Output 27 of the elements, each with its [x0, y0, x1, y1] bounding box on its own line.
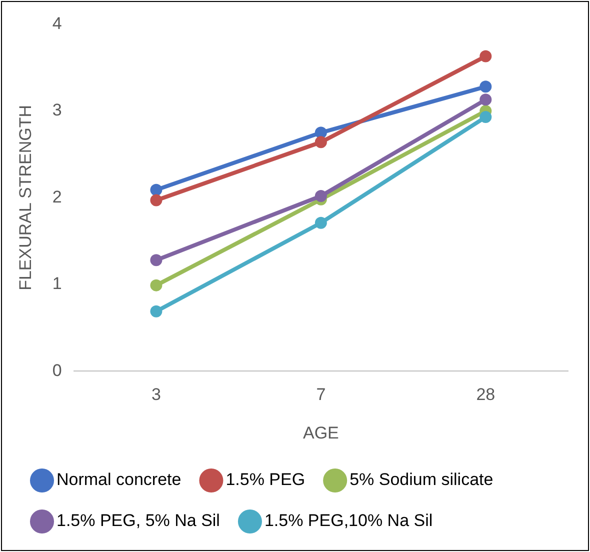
- x-tick-label: 3: [151, 385, 161, 404]
- point: [480, 94, 492, 106]
- legend-label: 1.5% PEG: [226, 470, 306, 490]
- point: [150, 194, 162, 206]
- x-axis-title: AGE: [302, 423, 339, 442]
- point: [314, 216, 327, 229]
- y-tick-label: 4: [52, 14, 62, 33]
- point: [150, 279, 162, 292]
- point: [480, 80, 492, 93]
- legend-label: 5% Sodium silicate: [350, 470, 494, 490]
- y-axis-title: FLEXURAL STRENGTH: [16, 104, 35, 290]
- y-tick-label: 0: [52, 360, 62, 380]
- legend-label: 1.5% PEG,10% Na Sil: [264, 511, 433, 530]
- x-tick-label: 28: [476, 385, 496, 404]
- point: [150, 254, 162, 266]
- y-tick-label: 3: [52, 100, 62, 120]
- point: [480, 111, 492, 124]
- legend-label: 1.5% PEG, 5% Na Sil: [56, 511, 220, 530]
- point: [314, 190, 327, 202]
- point: [314, 136, 327, 148]
- point: [150, 305, 162, 318]
- y-tick-label: 1: [52, 274, 62, 294]
- point: [150, 184, 162, 196]
- x-tick-label: 7: [316, 385, 326, 404]
- point: [480, 50, 492, 62]
- legend-label: Normal concrete: [56, 470, 182, 490]
- y-tick-label: 2: [52, 187, 62, 206]
